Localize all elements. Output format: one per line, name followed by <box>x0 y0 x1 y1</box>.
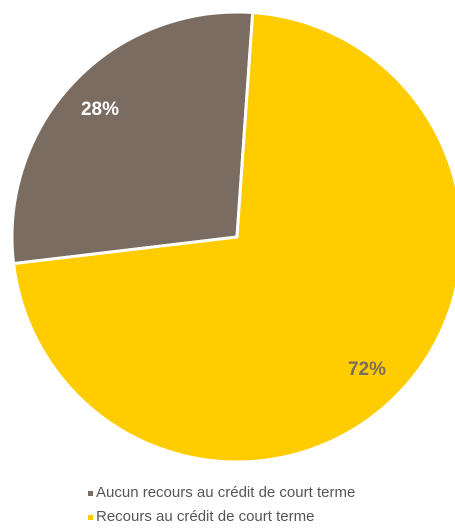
legend-label-no-credit: Aucun recours au crédit de court terme <box>96 484 356 501</box>
legend: Aucun recours au crédit de court terme R… <box>88 481 355 529</box>
legend-swatch-no-credit <box>88 490 93 496</box>
legend-item-no-credit: Aucun recours au crédit de court terme <box>88 481 355 505</box>
legend-item-credit: Recours au crédit de court terme <box>88 505 355 529</box>
data-label-credit: 72% <box>348 359 386 380</box>
data-label-no-credit: 28% <box>81 99 119 120</box>
legend-swatch-credit <box>88 514 93 520</box>
pie-slice-no-credit <box>10 10 255 266</box>
legend-label-credit: Recours au crédit de court terme <box>96 508 315 525</box>
pie-slice-credit <box>12 11 455 464</box>
